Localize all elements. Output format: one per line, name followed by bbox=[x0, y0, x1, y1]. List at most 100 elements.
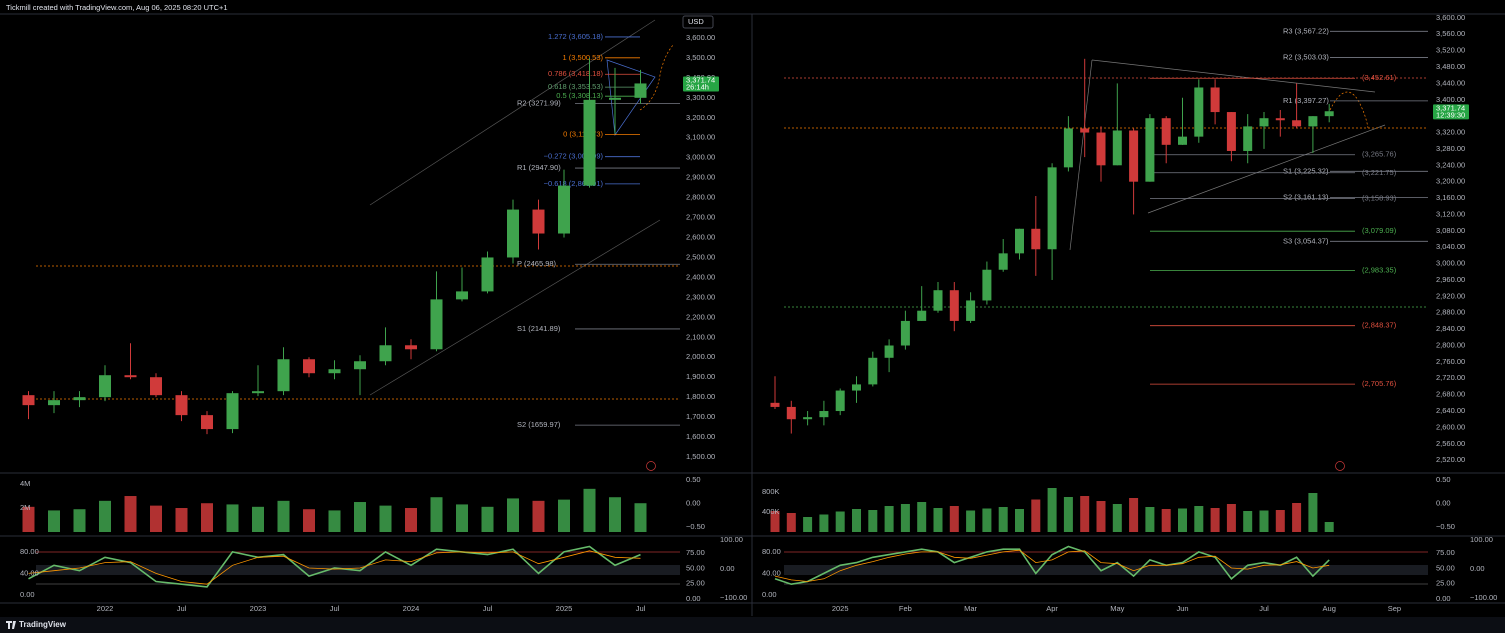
y-tick-label: 2,800.00 bbox=[1436, 340, 1465, 349]
x-tick-label: Jul bbox=[330, 604, 340, 613]
volume-bar bbox=[884, 506, 894, 532]
y-tick-label: 2,560.00 bbox=[1436, 439, 1465, 448]
pivot-label: S1 (3,225.32) bbox=[1283, 166, 1329, 175]
pivot-label: S1 (2141.89) bbox=[517, 324, 561, 333]
fib-label: (3,265.76) bbox=[1362, 150, 1397, 159]
candle-body bbox=[949, 290, 959, 321]
fib-label: (2,705.76) bbox=[1362, 379, 1397, 388]
y-tick-label: 3,320.00 bbox=[1436, 128, 1465, 137]
volume-bar bbox=[966, 510, 976, 532]
osc-y3-tick-label: 0.00 bbox=[720, 564, 735, 573]
y-tick-label: 2,640.00 bbox=[1436, 406, 1465, 415]
volume-bar bbox=[1096, 501, 1106, 532]
candle-body bbox=[328, 369, 341, 374]
y-tick-label: 1,700.00 bbox=[686, 412, 715, 421]
candle-body bbox=[966, 300, 976, 321]
volume-bar bbox=[226, 504, 239, 532]
y-tick-label: 2,600.00 bbox=[1436, 422, 1465, 431]
candle-body bbox=[354, 361, 366, 370]
fib-label: 1.272 (3,605.18) bbox=[548, 32, 604, 41]
volume-bar bbox=[73, 509, 86, 532]
volume-bar bbox=[982, 508, 992, 532]
y-tick-label: 3,200.00 bbox=[1436, 177, 1465, 186]
brand: TradingView bbox=[19, 620, 67, 629]
candle-body bbox=[1324, 111, 1334, 117]
candle-body bbox=[48, 400, 60, 406]
candle-body bbox=[868, 357, 878, 385]
y-tick-label: 3,100.00 bbox=[686, 133, 715, 142]
volume-bar bbox=[405, 508, 417, 532]
volume-bar bbox=[1275, 510, 1285, 532]
y-tick-label: 3,480.00 bbox=[1436, 62, 1465, 71]
last-price: 3,371.74 bbox=[1436, 103, 1465, 112]
volume-bar bbox=[835, 511, 845, 532]
fib-label: 0.618 (3,353.53) bbox=[548, 82, 604, 91]
volume-bar bbox=[868, 510, 878, 532]
channel-line bbox=[369, 19, 656, 206]
candle-body bbox=[900, 320, 910, 346]
price-tag bbox=[683, 76, 719, 92]
x-tick-label: Jun bbox=[1176, 604, 1188, 613]
y-tick-label: 2,840.00 bbox=[1436, 324, 1465, 333]
candle-body bbox=[803, 417, 813, 420]
candle-body bbox=[1194, 87, 1204, 137]
y-tick-label: 1,500.00 bbox=[686, 452, 715, 461]
triangle bbox=[606, 59, 656, 136]
icon bbox=[1335, 461, 1345, 471]
y-tick-label: 3,240.00 bbox=[1436, 160, 1465, 169]
volume-bar bbox=[175, 508, 188, 532]
volume-bar bbox=[99, 500, 111, 532]
volume-y2-tick-label: 0.00 bbox=[686, 499, 701, 508]
candle-body bbox=[124, 375, 137, 378]
fib-label: 0.5 (3,308.13) bbox=[556, 91, 603, 100]
y-tick-label: 1,900.00 bbox=[686, 372, 715, 381]
volume-bar bbox=[900, 504, 910, 532]
candle-body bbox=[73, 397, 86, 401]
candle-body bbox=[1031, 228, 1041, 250]
y-tick-label: 3,160.00 bbox=[1436, 193, 1465, 202]
y-tick-label: 3,300.00 bbox=[686, 93, 715, 102]
osc-band bbox=[784, 565, 1428, 575]
volume-bar bbox=[328, 510, 341, 532]
candle-body bbox=[1080, 128, 1090, 133]
volume-tick-label: 800K bbox=[762, 487, 780, 496]
candle-body bbox=[1226, 112, 1236, 151]
candle-body bbox=[1275, 118, 1285, 121]
volume-bar bbox=[1292, 503, 1302, 532]
candle-body bbox=[819, 411, 829, 418]
candle-body bbox=[770, 402, 780, 407]
countdown: 26:14h bbox=[686, 82, 709, 91]
y-tick-label: 2,200.00 bbox=[686, 312, 715, 321]
volume-bar bbox=[507, 498, 519, 532]
fib-label: (2,983.35) bbox=[1362, 265, 1397, 274]
volume-bar bbox=[481, 506, 494, 532]
x-tick-label: Mar bbox=[964, 604, 977, 613]
candle-body bbox=[532, 209, 545, 234]
candle-body bbox=[1308, 116, 1318, 127]
volume-bar bbox=[1129, 498, 1139, 532]
countdown: 12:39:30 bbox=[1436, 110, 1465, 119]
candle-body bbox=[456, 291, 468, 300]
candle-body bbox=[884, 345, 894, 358]
candle-body bbox=[226, 393, 239, 430]
candle-body bbox=[1243, 126, 1253, 151]
candle-body bbox=[175, 395, 188, 416]
volume-bar bbox=[1210, 508, 1220, 532]
y-tick-label: 3,200.00 bbox=[686, 113, 715, 122]
candle-body bbox=[609, 97, 621, 100]
y-tick-label: 3,440.00 bbox=[1436, 78, 1465, 87]
x-tick-label: May bbox=[1110, 604, 1124, 613]
candle-body bbox=[1129, 130, 1139, 182]
candle-body bbox=[1292, 120, 1302, 127]
candle-body bbox=[835, 390, 845, 412]
x-tick-label: Jul bbox=[483, 604, 493, 613]
fib-label: (3,079.09) bbox=[1362, 226, 1397, 235]
x-tick-label: Feb bbox=[899, 604, 912, 613]
candle-body bbox=[1096, 132, 1106, 166]
volume-tick-label: 2M bbox=[20, 503, 30, 512]
oscillator-line bbox=[28, 545, 641, 588]
fib-label: 1 (3,500.53) bbox=[563, 53, 604, 62]
volume-bar bbox=[819, 514, 829, 532]
